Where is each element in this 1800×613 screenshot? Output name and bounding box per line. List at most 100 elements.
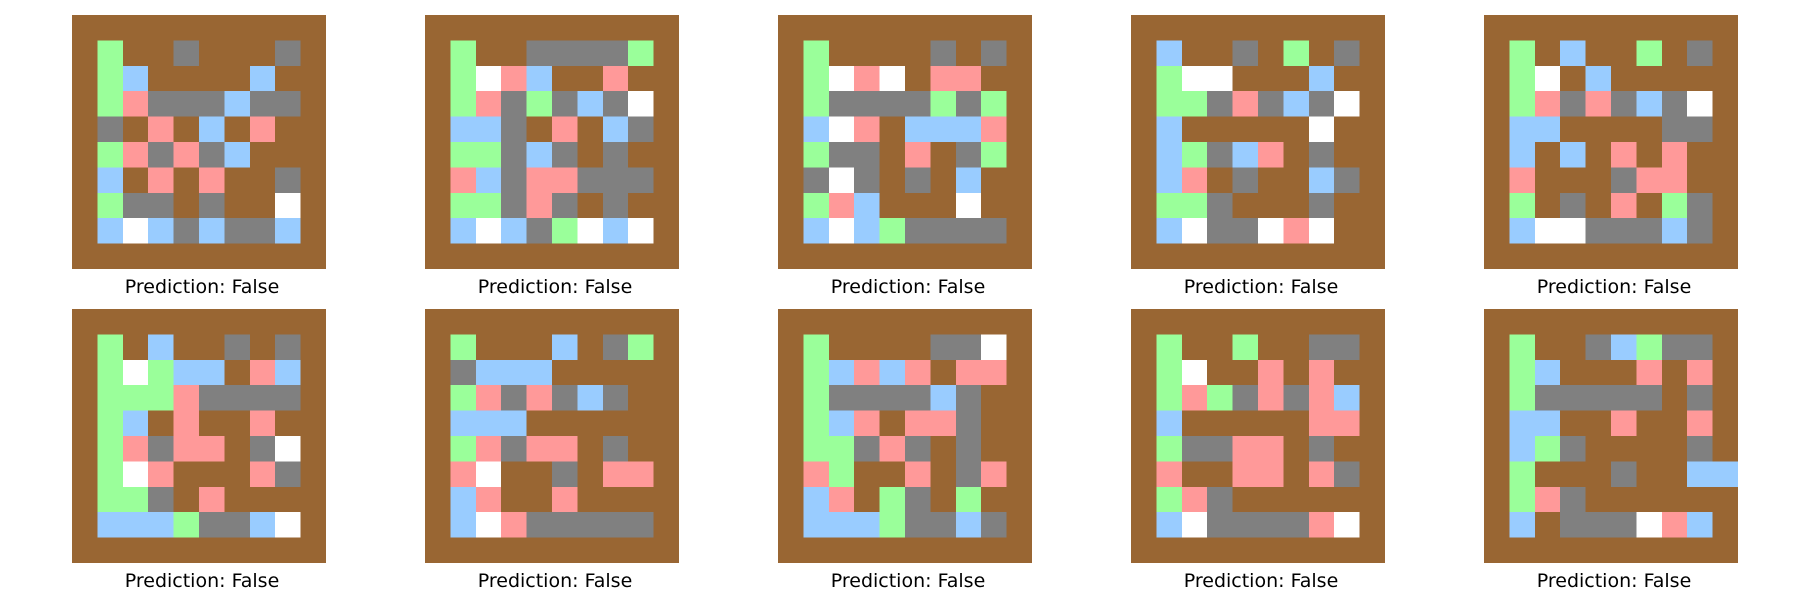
grid-cell	[981, 142, 1008, 168]
grid-cell	[1661, 461, 1688, 488]
grid-cell	[879, 537, 906, 563]
grid-cell	[300, 385, 326, 412]
grid-cell	[300, 243, 326, 269]
grid-cell	[450, 436, 477, 462]
grid-cell	[1560, 436, 1587, 462]
grid-cell	[249, 218, 276, 245]
grid-cell	[475, 486, 502, 513]
grid-cell	[1611, 461, 1637, 488]
grid-cell	[148, 65, 175, 92]
grid-cell	[1359, 537, 1385, 563]
grid-cell	[1156, 91, 1183, 118]
grid-cell	[602, 359, 629, 386]
grid-cell	[1334, 309, 1361, 335]
grid-cell	[97, 537, 124, 563]
grid-cell	[1258, 359, 1284, 386]
maze-panel: Prediction: False	[1484, 309, 1738, 613]
grid-cell	[1207, 65, 1234, 92]
grid-cell	[97, 486, 124, 513]
grid-cell	[1636, 537, 1663, 563]
grid-cell	[1207, 436, 1234, 462]
grid-cell	[930, 436, 957, 462]
grid-cell	[577, 309, 604, 335]
grid-cell	[854, 410, 881, 437]
grid-cell	[275, 218, 302, 245]
grid-cell	[475, 15, 502, 41]
grid-cell	[1207, 410, 1234, 437]
grid-cell	[930, 359, 957, 386]
grid-cell	[501, 334, 528, 361]
grid-cell	[1283, 243, 1310, 269]
grid-cell	[803, 486, 830, 513]
prediction-caption: Prediction: False	[1536, 570, 1692, 592]
grid-cell	[1156, 65, 1183, 92]
grid-cell	[1232, 218, 1259, 245]
grid-cell	[450, 218, 477, 245]
grid-cell	[879, 192, 906, 219]
grid-cell	[475, 385, 502, 412]
maze-grid	[1484, 309, 1738, 563]
grid-cell	[1359, 142, 1385, 168]
grid-cell	[955, 15, 982, 41]
grid-cell	[224, 243, 251, 269]
grid-cell	[1611, 334, 1637, 361]
grid-cell	[628, 142, 655, 168]
grid-cell	[275, 142, 302, 168]
prediction-caption: Prediction: False	[477, 570, 633, 592]
grid-cell	[1585, 385, 1612, 412]
grid-cell	[1712, 309, 1738, 335]
grid-cell	[1636, 512, 1663, 539]
grid-cell	[1232, 461, 1259, 488]
grid-cell	[577, 116, 604, 143]
grid-cell	[275, 192, 302, 219]
grid-cell	[275, 116, 302, 143]
grid-cell	[199, 309, 225, 335]
grid-cell	[778, 359, 804, 386]
grid-cell	[778, 15, 804, 41]
grid-cell	[526, 359, 553, 386]
grid-cell	[249, 91, 276, 118]
grid-cell	[97, 218, 124, 245]
grid-cell	[1687, 486, 1714, 513]
grid-cell	[1661, 40, 1688, 67]
grid-cell	[1334, 65, 1361, 92]
grid-cell	[854, 359, 881, 386]
grid-cell	[249, 243, 276, 269]
grid-cell	[526, 436, 553, 462]
grid-cell	[1484, 410, 1510, 437]
grid-cell	[425, 486, 451, 513]
grid-cell	[1560, 512, 1587, 539]
grid-cell	[173, 15, 200, 41]
grid-cell	[577, 243, 604, 269]
grid-cell	[1156, 243, 1183, 269]
grid-cell	[224, 359, 251, 386]
grid-cell	[173, 334, 200, 361]
grid-cell	[1484, 334, 1510, 361]
grid-cell	[1560, 359, 1587, 386]
grid-cell	[1232, 142, 1259, 168]
grid-cell	[577, 461, 604, 488]
grid-cell	[628, 15, 655, 41]
grid-cell	[854, 334, 881, 361]
grid-cell	[526, 15, 553, 41]
grid-cell	[981, 243, 1008, 269]
grid-cell	[803, 40, 830, 67]
grid-cell	[1308, 436, 1335, 462]
grid-cell	[1712, 486, 1738, 513]
grid-cell	[1636, 461, 1663, 488]
grid-cell	[1585, 116, 1612, 143]
grid-cell	[905, 192, 931, 219]
grid-cell	[199, 385, 225, 412]
grid-cell	[1006, 192, 1032, 219]
grid-cell	[955, 167, 982, 194]
grid-cell	[828, 91, 855, 118]
grid-cell	[1636, 218, 1663, 245]
grid-cell	[1534, 309, 1561, 335]
grid-cell	[199, 334, 225, 361]
grid-cell	[300, 461, 326, 488]
grid-cell	[526, 334, 553, 361]
grid-cell	[879, 91, 906, 118]
grid-cell	[1560, 486, 1587, 513]
grid-cell	[300, 218, 326, 245]
grid-cell	[1156, 40, 1183, 67]
